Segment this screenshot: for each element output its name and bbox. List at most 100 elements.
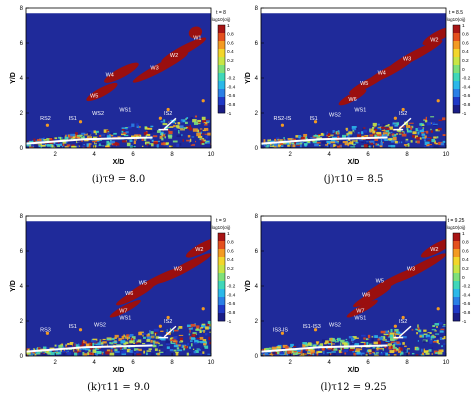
turbulence-cell [178,129,180,133]
turbulence-cell [276,346,281,349]
turbulence-cell [431,353,433,355]
turbulence-cell [87,131,91,136]
turbulence-cell [321,347,325,351]
turbulence-cell [40,348,44,350]
turbulence-cell [327,342,332,345]
turbulence-cell [316,142,321,144]
turbulence-cell [136,339,142,343]
turbulence-cell [88,349,91,352]
turbulence-cell [194,115,198,118]
turbulence-cell [436,336,440,338]
turbulence-cell [205,135,209,139]
turbulence-cell [71,145,75,148]
turbulence-cell [369,134,374,137]
turbulence-cell [179,339,182,342]
turbulence-cell [314,143,319,147]
colorbar-tick-label: 0.4 [227,257,234,263]
turbulence-cell [368,145,370,148]
colorbar-tick-label: 1 [227,231,230,237]
marker-dot [78,120,83,124]
marker-dot [166,315,170,320]
turbulence-cell [438,141,443,145]
turbulence-cell [152,135,158,138]
turbulence-cell [417,324,419,328]
turbulence-cell [416,136,422,140]
turbulence-cell [159,126,163,130]
turbulence-cell [93,130,97,134]
turbulence-cell [173,335,178,340]
x-tick-label: 6 [131,360,135,366]
turbulence-cell [186,117,189,120]
turbulence-cell [179,337,184,341]
turbulence-cell [175,351,179,353]
turbulence-cell [169,126,174,128]
turbulence-cell [369,128,371,132]
turbulence-cell [390,334,394,338]
turbulence-cell [181,340,184,343]
turbulence-cell [420,122,422,127]
turbulence-cell [101,352,104,355]
turbulence-cell [340,145,342,148]
marker-dot [201,99,205,103]
turbulence-cell [77,347,80,351]
turbulence-cell [336,337,341,342]
turbulence-cell [375,143,378,146]
turbulence-cell [326,142,331,145]
turbulence-cell [76,139,82,142]
colorbar-tick-label: 0.6 [227,40,234,46]
turbulence-cell [157,140,160,142]
marker-dot [280,331,285,335]
turbulence-cell [177,327,179,331]
turbulence-cell [381,129,385,132]
turbulence-cell [170,119,174,122]
annotation-label: W7 [356,308,364,314]
turbulence-cell [170,332,173,335]
colorbar-tick-label: -0.6 [227,301,236,307]
turbulence-cell [393,342,397,345]
turbulence-cell [28,141,33,143]
turbulence-cell [331,351,336,354]
turbulence-cell [66,136,72,140]
turbulence-cell [348,336,354,339]
turbulence-cell [164,351,166,354]
wave-band-5 [86,82,118,102]
turbulence-cell [169,349,174,352]
turbulence-cell [133,342,136,345]
turbulence-cell [168,135,173,139]
turbulence-cell [277,139,280,141]
turbulence-cell [149,330,151,334]
turbulence-cell [199,133,205,135]
turbulence-cell [337,144,342,148]
turbulence-cell [370,140,375,145]
turbulence-cell [372,347,376,349]
colorbar-swatch [218,273,225,282]
colorbar-swatch [453,89,460,98]
annotation-label: W7 [119,308,127,314]
annotation-label: IS2 [164,319,172,325]
turbulence-cell [153,328,159,332]
x-tick-label: 8 [170,360,174,366]
time-label: t = 8.5 [449,10,463,16]
turbulence-cell [374,125,376,128]
turbulence-cell [351,129,355,134]
turbulence-cell [396,348,399,351]
turbulence-cell [96,351,102,355]
colorbar-tick-label: 1 [462,231,465,237]
turbulence-cell [352,348,357,351]
turbulence-cell [265,144,269,148]
turbulence-cell [208,127,211,129]
turbulence-cell [70,137,73,141]
turbulence-cell [338,350,342,353]
turbulence-cell [185,117,187,121]
turbulence-cell [421,131,427,133]
turbulence-cell [206,141,210,143]
turbulence-cell [62,346,65,349]
turbulence-cell [107,142,112,145]
turbulence-cell [141,138,144,141]
turbulence-cell [54,137,58,140]
turbulence-cell [81,342,85,346]
panel-caption: (l)τ12 = 9.25 [320,382,386,393]
annotation-label: RS2 [40,116,51,122]
turbulence-cell [440,328,445,330]
turbulence-cell [416,332,418,335]
